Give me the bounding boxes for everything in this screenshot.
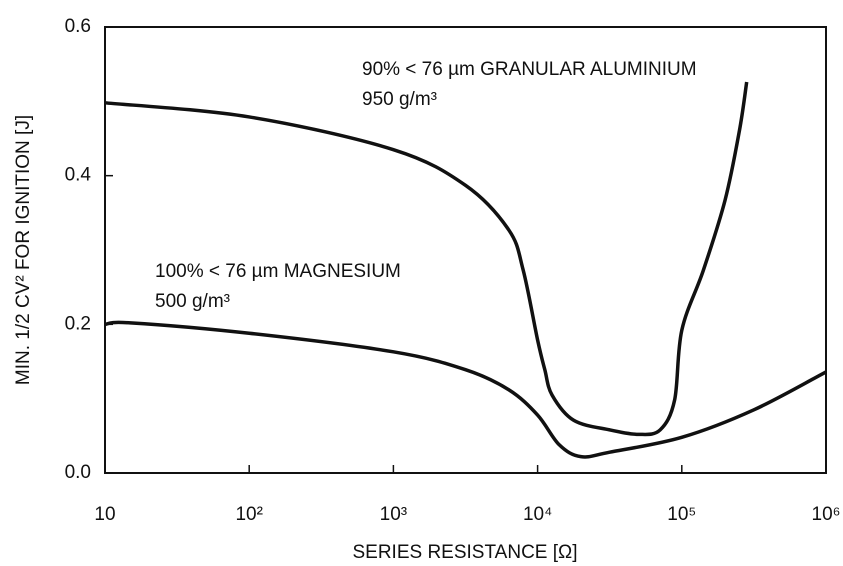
x-tick-label: 10⁵ bbox=[667, 504, 696, 525]
annotation: 100% < 76 µm MAGNESIUM bbox=[155, 261, 401, 282]
x-tick-label: 10⁴ bbox=[523, 504, 552, 525]
annotation: 950 g/m³ bbox=[362, 89, 437, 110]
y-tick-label: 0.0 bbox=[65, 462, 91, 483]
y-tick-label: 0.4 bbox=[65, 165, 92, 186]
x-tick-label: 10⁶ bbox=[812, 504, 841, 525]
x-tick-label: 10² bbox=[235, 504, 262, 525]
annotation: 500 g/m³ bbox=[155, 291, 230, 312]
x-tick-label: 10 bbox=[94, 504, 115, 525]
plot-frame bbox=[104, 26, 827, 474]
x-tick-label: 10³ bbox=[380, 504, 407, 525]
data-line bbox=[104, 81, 749, 437]
x-axis-label: SERIES RESISTANCE [Ω] bbox=[352, 542, 577, 563]
annotation: 90% < 76 µm GRANULAR ALUMINIUM bbox=[362, 59, 697, 80]
y-axis-label: MIN. 1/2 CV² FOR IGNITION [J] bbox=[13, 115, 34, 385]
y-tick-label: 0.2 bbox=[65, 313, 91, 334]
data-line bbox=[104, 320, 827, 459]
y-tick-label: 0.6 bbox=[65, 16, 91, 37]
